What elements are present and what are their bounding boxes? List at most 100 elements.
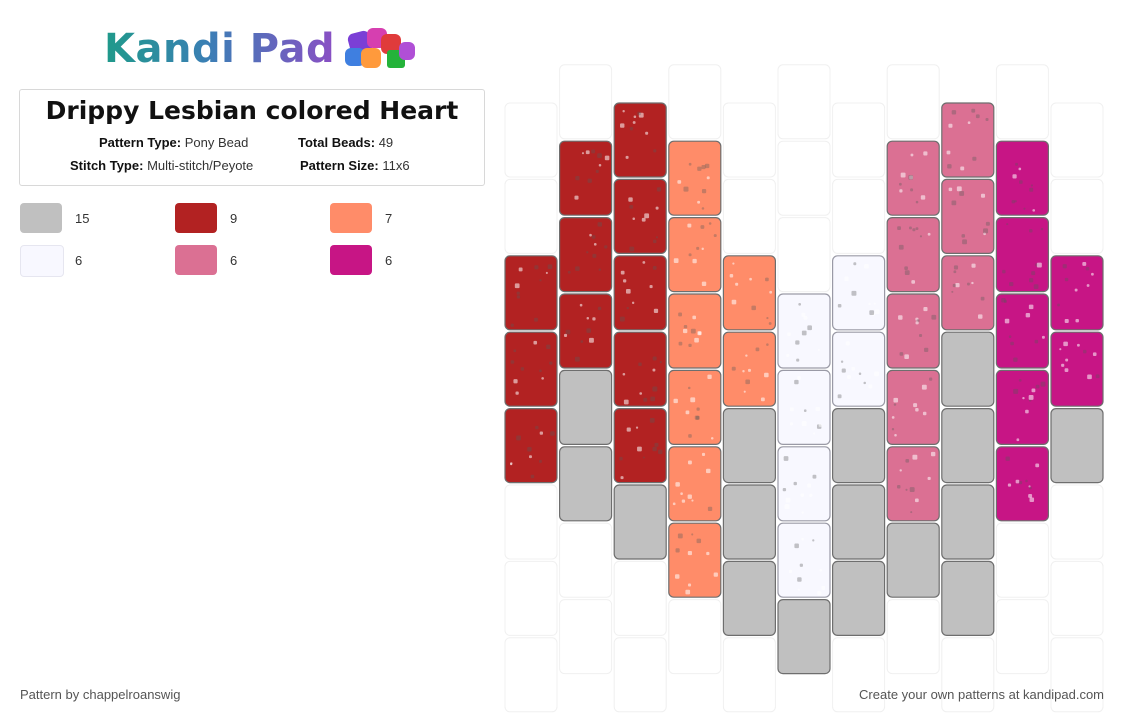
bead-empty bbox=[504, 484, 558, 560]
glitter-speck bbox=[688, 460, 692, 465]
glitter-speck bbox=[1018, 378, 1022, 382]
glitter-speck bbox=[515, 391, 519, 395]
stitch-type: Stitch Type: Multi-stitch/Peyote bbox=[70, 158, 253, 173]
glitter-speck bbox=[696, 246, 700, 250]
bead-magenta bbox=[995, 446, 1050, 522]
swatch-gray bbox=[20, 203, 62, 233]
glitter-speck bbox=[633, 115, 637, 119]
glitter-speck bbox=[819, 568, 822, 572]
glitter-speck bbox=[1013, 357, 1018, 362]
glitter-speck bbox=[706, 176, 710, 180]
create-link[interactable]: Create your own patterns at kandipad.com bbox=[859, 687, 1104, 702]
glitter-speck bbox=[1023, 207, 1026, 210]
glitter-speck bbox=[1025, 313, 1031, 318]
pattern-info-card: Drippy Lesbian colored Heart Pattern Typ… bbox=[19, 89, 485, 186]
glitter-speck bbox=[1083, 349, 1087, 354]
glitter-speck bbox=[959, 190, 965, 196]
glitter-speck bbox=[567, 270, 571, 274]
glitter-speck bbox=[967, 121, 971, 125]
bead-red bbox=[504, 331, 558, 407]
glitter-speck bbox=[592, 253, 597, 258]
glitter-speck bbox=[914, 498, 919, 503]
glitter-speck bbox=[652, 446, 657, 452]
glitter-speck bbox=[796, 358, 800, 362]
glitter-speck bbox=[690, 397, 696, 403]
glitter-speck bbox=[625, 288, 631, 294]
bead-empty bbox=[559, 599, 613, 675]
glitter-speck bbox=[794, 543, 799, 549]
total-beads: Total Beads: 49 bbox=[298, 135, 393, 150]
glitter-speck bbox=[687, 550, 692, 556]
bead-empty bbox=[995, 599, 1049, 675]
glitter-speck bbox=[681, 499, 686, 503]
glitter-speck bbox=[951, 290, 954, 293]
glitter-speck bbox=[677, 180, 682, 184]
glitter-speck bbox=[1022, 396, 1025, 400]
kandipad-logo[interactable]: Kandi Pad bbox=[104, 24, 419, 74]
glitter-speck bbox=[654, 442, 659, 447]
glitter-speck bbox=[620, 476, 624, 480]
glitter-speck bbox=[1029, 187, 1034, 192]
glitter-speck bbox=[912, 228, 916, 232]
bead-empty bbox=[559, 64, 613, 140]
pattern-size-label: Pattern Size: bbox=[300, 158, 379, 173]
glitter-speck bbox=[574, 195, 579, 200]
bead-empty bbox=[1050, 560, 1104, 636]
pattern-size: Pattern Size: 11x6 bbox=[300, 158, 410, 173]
glitter-speck bbox=[534, 317, 538, 322]
glitter-speck bbox=[809, 493, 813, 497]
glitter-speck bbox=[591, 235, 596, 239]
glitter-speck bbox=[652, 356, 657, 361]
glitter-speck bbox=[642, 456, 645, 459]
glitter-speck bbox=[713, 234, 717, 238]
glitter-speck bbox=[749, 277, 752, 281]
glitter-speck bbox=[801, 330, 807, 336]
glitter-speck bbox=[510, 360, 515, 364]
glitter-speck bbox=[706, 468, 711, 474]
glitter-speck bbox=[841, 368, 846, 373]
glitter-speck bbox=[711, 437, 714, 440]
glitter-speck bbox=[623, 279, 627, 283]
glitter-speck bbox=[800, 493, 805, 497]
glitter-speck bbox=[1092, 352, 1097, 357]
glitter-speck bbox=[650, 396, 656, 402]
glitter-speck bbox=[863, 381, 866, 385]
glitter-speck bbox=[919, 333, 923, 338]
glitter-speck bbox=[922, 411, 927, 416]
beads-icon bbox=[343, 24, 419, 74]
glitter-speck bbox=[1015, 162, 1018, 166]
glitter-speck bbox=[729, 273, 734, 278]
glitter-speck bbox=[1012, 174, 1017, 179]
swatch-white bbox=[20, 245, 64, 277]
glitter-speck bbox=[514, 283, 520, 289]
glitter-speck bbox=[687, 223, 692, 228]
glitter-speck bbox=[550, 431, 555, 436]
bead-empty bbox=[504, 637, 558, 713]
glitter-speck bbox=[1025, 409, 1029, 414]
glitter-speck bbox=[732, 262, 735, 265]
glitter-speck bbox=[622, 372, 626, 376]
glitter-speck bbox=[840, 360, 844, 363]
glitter-speck bbox=[1002, 269, 1006, 274]
glitter-speck bbox=[743, 390, 746, 393]
bead-red bbox=[558, 293, 613, 369]
bead-white bbox=[777, 369, 831, 445]
bead-peach bbox=[668, 522, 722, 598]
glitter-speck bbox=[910, 188, 914, 192]
glitter-speck bbox=[534, 265, 539, 270]
glitter-speck bbox=[797, 376, 801, 380]
glitter-speck bbox=[533, 340, 538, 345]
glitter-speck bbox=[807, 325, 812, 331]
glitter-speck bbox=[707, 374, 712, 379]
total-beads-label: Total Beads: bbox=[298, 135, 376, 150]
glitter-speck bbox=[751, 305, 756, 311]
glitter-speck bbox=[632, 217, 635, 221]
glitter-speck bbox=[951, 200, 957, 206]
glitter-speck bbox=[1028, 486, 1032, 490]
glitter-speck bbox=[807, 483, 812, 488]
glitter-speck bbox=[1074, 288, 1078, 292]
glitter-speck bbox=[908, 174, 914, 180]
glitter-speck bbox=[909, 175, 913, 180]
glitter-speck bbox=[920, 195, 926, 200]
pattern-size-value: 11x6 bbox=[382, 158, 410, 173]
